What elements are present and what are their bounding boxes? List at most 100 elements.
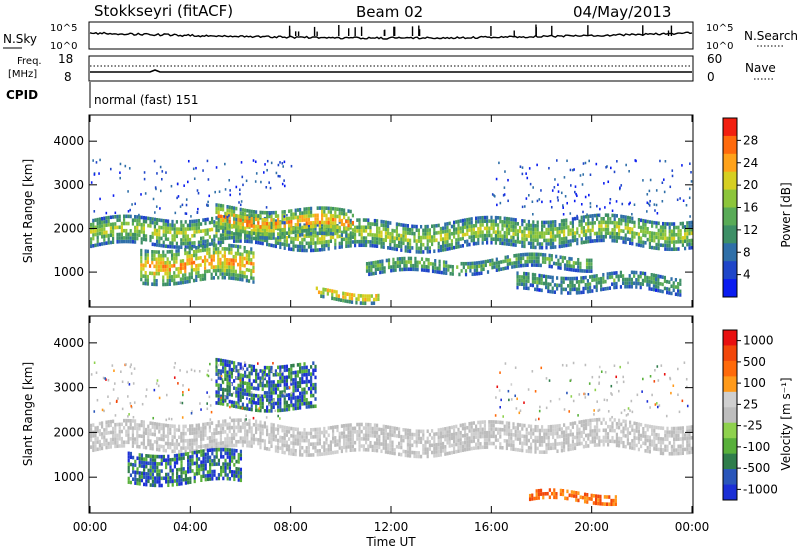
data-cell: [499, 230, 502, 235]
data-cell: [404, 223, 407, 228]
data-cell: [538, 231, 541, 236]
data-cell: [450, 450, 453, 455]
data-cell: [347, 227, 350, 231]
data-cell: [662, 437, 665, 441]
data-cell: [186, 261, 189, 266]
data-cell: [457, 237, 460, 242]
data-cell: [329, 440, 332, 444]
data-cell: [226, 236, 229, 240]
data-cell: [157, 268, 160, 272]
data-cell: [351, 426, 354, 431]
data-cell: [164, 222, 167, 227]
data-cell: [516, 232, 519, 237]
data-cell: [327, 433, 330, 438]
data-cell: [138, 456, 141, 461]
data-cell: [457, 244, 460, 249]
data-cell: [158, 476, 161, 481]
data-point: [653, 203, 656, 206]
data-cell: [541, 242, 544, 246]
data-cell: [248, 234, 251, 239]
data-cell: [239, 425, 242, 430]
data-cell: [486, 259, 490, 264]
data-cell: [618, 225, 621, 229]
data-cell: [206, 422, 209, 426]
data-cell: [178, 442, 181, 447]
data-cell: [470, 421, 473, 426]
data-cell: [373, 426, 376, 431]
data-cell: [635, 231, 638, 236]
data-cell: [241, 443, 244, 448]
data-cell: [461, 222, 464, 226]
data-cell: [406, 453, 409, 458]
data-cell: [521, 434, 524, 438]
data-cell: [307, 449, 310, 454]
data-cell: [457, 226, 460, 231]
data-cell: [371, 448, 374, 452]
data-cell: [631, 231, 634, 235]
data-cell: [189, 431, 192, 436]
data-cell: [120, 236, 123, 240]
data-cell: [536, 238, 539, 243]
data-cell: [142, 230, 145, 234]
data-cell: [98, 447, 101, 451]
data-cell: [202, 218, 205, 222]
data-cell: [167, 483, 170, 488]
data-cell: [358, 218, 361, 222]
data-point: [129, 208, 131, 212]
data-cell: [195, 253, 198, 257]
data-cell: [398, 240, 401, 245]
data-cell: [431, 269, 435, 274]
data-cell: [325, 440, 328, 445]
data-point: [573, 199, 576, 203]
data-cell: [589, 433, 592, 437]
data-cell: [279, 446, 282, 450]
data-cell: [217, 261, 220, 266]
data-cell: [127, 462, 130, 466]
data-cell: [455, 241, 458, 246]
power-colorbar-swatch: [723, 243, 737, 262]
data-cell: [575, 287, 579, 292]
data-cell: [431, 242, 434, 247]
data-cell: [545, 231, 548, 236]
data-cell: [500, 267, 503, 271]
data-cell: [173, 253, 176, 257]
data-cell: [650, 280, 653, 284]
data-cell: [412, 263, 415, 268]
data-cell: [321, 220, 324, 225]
data-cell: [398, 452, 401, 457]
data-cell: [335, 293, 338, 298]
data-cell: [356, 225, 359, 230]
data-cell: [301, 445, 304, 450]
data-cell: [184, 262, 187, 266]
data-cell: [277, 232, 280, 236]
data-cell: [195, 427, 198, 431]
data-cell: [213, 220, 216, 224]
data-cell: [234, 251, 237, 256]
data-point: [187, 180, 189, 184]
data-cell: [310, 221, 313, 225]
data-cell: [283, 436, 286, 441]
data-cell: [345, 230, 348, 235]
data-cell: [314, 213, 317, 218]
data-cell: [303, 435, 306, 439]
data-cell: [409, 263, 413, 268]
data-cell: [191, 234, 194, 238]
data-cell: [156, 426, 159, 430]
data-cell: [473, 261, 476, 266]
data-cell: [473, 265, 476, 269]
data-cell: [585, 262, 589, 266]
y-tick-label: 2000: [53, 221, 84, 235]
data-cell: [439, 234, 442, 238]
data-cell: [217, 237, 220, 242]
data-cell: [356, 433, 359, 438]
data-cell: [134, 477, 137, 482]
data-cell: [140, 259, 143, 264]
data-cell: [486, 270, 490, 274]
data-cell: [644, 226, 647, 231]
data-cell: [235, 235, 238, 240]
data-cell: [466, 433, 469, 437]
data-cell: [382, 431, 385, 436]
data-cell: [491, 265, 494, 270]
data-cell: [477, 237, 480, 242]
data-cell: [525, 234, 528, 238]
